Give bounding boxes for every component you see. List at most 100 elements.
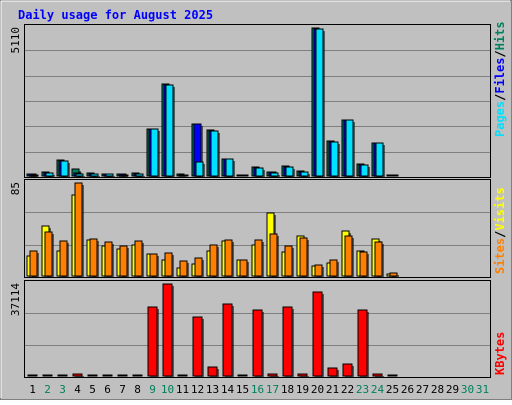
day-label-27: 27: [416, 383, 429, 396]
day-label-22: 22: [341, 383, 354, 396]
y-max-label: 85: [9, 182, 22, 195]
bar-kbytes-day-2-shadow: [45, 377, 54, 378]
bar-kbytes-day-11-shadow: [180, 377, 189, 378]
bar-kbytes-day-8: [132, 374, 143, 377]
bar-sites-day-11: [179, 260, 188, 277]
bar-kbytes-day-2: [42, 374, 53, 377]
bar-sites-day-15: [239, 259, 248, 277]
bar-sites-day-5: [89, 238, 98, 277]
bar-kbytes-day-25-shadow: [390, 377, 399, 378]
bar-pages-day-13: [210, 130, 219, 177]
bar-kbytes-day-18: [282, 306, 293, 377]
bar-sites-day-18: [284, 245, 293, 277]
day-label-26: 26: [401, 383, 414, 396]
bar-kbytes-day-12: [192, 316, 203, 377]
bar-pages-day-8-shadow: [138, 176, 145, 178]
bar-kbytes-day-17-shadow: [270, 376, 279, 378]
bar-kbytes-day-3-shadow: [60, 377, 69, 378]
day-label-13: 13: [206, 383, 219, 396]
day-label-21: 21: [326, 383, 339, 396]
bar-sites-day-2: [44, 231, 53, 277]
day-label-20: 20: [311, 383, 324, 396]
day-label-24: 24: [371, 383, 385, 396]
bar-kbytes-day-22: [342, 363, 353, 377]
bar-pages-day-22: [345, 119, 354, 177]
bar-pages-day-9: [150, 128, 159, 177]
bar-pages-day-20: [315, 28, 324, 177]
bar-pages-day-15: [240, 174, 249, 177]
bar-kbytes-day-1-shadow: [30, 377, 39, 378]
bar-pages-day-6-shadow: [108, 176, 115, 178]
legend-kbytes: KBytes: [493, 332, 507, 375]
day-label-4: 4: [74, 383, 81, 396]
bar-sites-day-12: [194, 257, 203, 277]
bar-pages-day-16: [255, 167, 264, 177]
legend-visits: Visits: [493, 187, 507, 230]
bar-sites-day-13: [209, 244, 218, 277]
bar-kbytes-day-15-shadow: [240, 377, 249, 378]
day-label-11: 11: [176, 383, 189, 396]
bar-sites-day-22: [344, 235, 353, 277]
legend-files: Files: [493, 58, 507, 94]
legend-sep: /: [493, 231, 507, 238]
day-label-1: 1: [29, 383, 36, 396]
right-legend: Sites/Visits: [493, 187, 507, 274]
day-label-10: 10: [161, 383, 174, 396]
bar-sites-day-9: [149, 253, 158, 277]
day-label-25: 25: [386, 383, 399, 396]
bar-sites-day-4: [74, 182, 83, 277]
bar-kbytes-day-6-shadow: [105, 377, 114, 378]
bar-pages-day-4: [75, 173, 84, 177]
bar-sites-day-8: [134, 240, 143, 277]
bar-kbytes-day-3: [57, 374, 68, 377]
bar-pages-day-14: [225, 158, 234, 177]
right-legend: Pages/Files/Hits: [493, 21, 507, 137]
bar-kbytes-day-1: [27, 374, 38, 377]
day-label-8: 8: [134, 383, 141, 396]
bar-kbytes-day-5: [87, 374, 98, 377]
bar-kbytes-day-4: [72, 373, 83, 377]
day-label-23: 23: [356, 383, 369, 396]
legend-sep: /: [493, 50, 507, 57]
bar-pages-day-11-shadow: [183, 177, 190, 178]
bar-pages-day-4-shadow: [78, 176, 85, 178]
bar-kbytes-day-19: [297, 373, 308, 377]
bar-pages-day-19: [300, 171, 309, 177]
day-label-18: 18: [281, 383, 294, 396]
bar-kbytes-day-8-shadow: [135, 377, 144, 378]
bar-sites-day-17: [269, 233, 278, 277]
bar-kbytes-day-17: [267, 373, 278, 377]
bar-sites-day-25: [389, 272, 398, 277]
day-label-16: 16: [251, 383, 264, 396]
day-label-31: 31: [476, 383, 489, 396]
bar-sites-day-1: [29, 250, 38, 277]
bar-kbytes-day-4-shadow: [75, 376, 84, 378]
bar-kbytes-day-24-shadow: [375, 376, 384, 378]
bar-sites-day-23: [359, 251, 368, 277]
right-legend: KBytes: [493, 332, 507, 375]
day-label-19: 19: [296, 383, 309, 396]
day-label-2: 2: [44, 383, 51, 396]
bar-kbytes-day-25: [387, 374, 398, 377]
bar-sites-day-19: [299, 237, 308, 277]
day-label-29: 29: [446, 383, 459, 396]
bar-pages-day-21: [330, 141, 339, 177]
bar-pages-day-10: [165, 84, 174, 177]
bar-kbytes-day-20: [312, 291, 323, 377]
bar-pages-day-3: [60, 160, 69, 177]
bar-sites-day-7: [119, 245, 128, 277]
day-label-9: 9: [149, 383, 156, 396]
day-label-28: 28: [431, 383, 444, 396]
bar-pages-day-8: [135, 173, 144, 177]
day-label-3: 3: [59, 383, 66, 396]
bar-kbytes-day-19-shadow: [300, 376, 309, 378]
day-label-30: 30: [461, 383, 474, 396]
chart-title: Daily usage for August 2025: [18, 8, 213, 22]
bar-sites-day-24: [374, 241, 383, 277]
day-label-12: 12: [191, 383, 204, 396]
bar-kbytes-day-13: [207, 366, 218, 377]
bar-kbytes-day-15: [237, 374, 248, 377]
bar-pages-day-5-shadow: [93, 176, 100, 178]
